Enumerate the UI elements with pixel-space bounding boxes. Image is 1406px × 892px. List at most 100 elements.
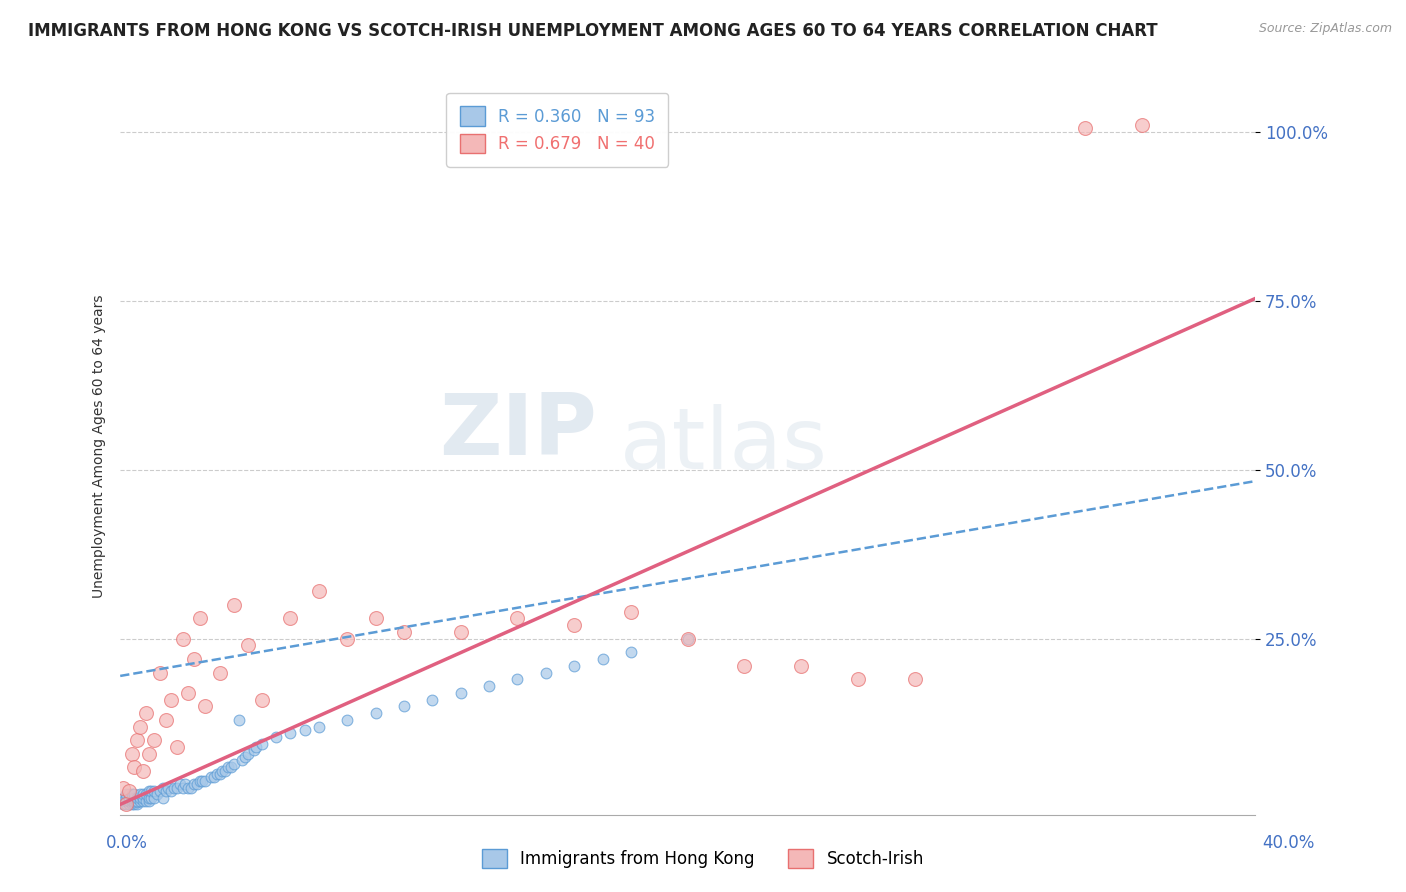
Point xyxy=(790,658,813,673)
Point xyxy=(135,787,157,801)
Point xyxy=(127,794,149,808)
Point xyxy=(121,794,143,808)
Point xyxy=(160,692,183,706)
Point xyxy=(135,706,157,720)
Point xyxy=(392,624,415,639)
Point xyxy=(177,780,200,795)
Point xyxy=(115,787,138,801)
Text: 40.0%: 40.0% xyxy=(1263,834,1315,852)
Point xyxy=(245,739,267,754)
Point xyxy=(124,792,146,806)
Point xyxy=(169,777,191,791)
Point xyxy=(124,794,146,808)
Point xyxy=(308,720,330,734)
Point xyxy=(112,790,135,805)
Text: Source: ZipAtlas.com: Source: ZipAtlas.com xyxy=(1258,22,1392,36)
Point xyxy=(132,787,155,801)
Point xyxy=(172,632,194,646)
Text: ZIP: ZIP xyxy=(439,390,596,473)
Point xyxy=(149,784,172,798)
Point xyxy=(194,773,217,788)
Point xyxy=(118,794,141,808)
Point xyxy=(163,780,186,795)
Point xyxy=(214,764,236,778)
Point xyxy=(1074,121,1097,136)
Point xyxy=(250,737,273,751)
Point xyxy=(280,611,302,625)
Point xyxy=(180,780,202,795)
Point xyxy=(205,767,228,781)
Point xyxy=(280,726,302,740)
Point xyxy=(118,790,141,805)
Point xyxy=(149,665,172,680)
Point xyxy=(208,665,231,680)
Point xyxy=(676,632,699,646)
Point xyxy=(138,794,160,808)
Point xyxy=(124,797,146,812)
Point xyxy=(127,790,149,805)
Point xyxy=(620,645,643,659)
Point xyxy=(236,747,259,761)
Point xyxy=(127,796,149,810)
Point xyxy=(222,598,245,612)
Point xyxy=(194,699,217,714)
Point xyxy=(146,787,169,801)
Point xyxy=(242,743,264,757)
Point xyxy=(118,784,141,798)
Point xyxy=(115,790,138,805)
Point xyxy=(129,790,152,805)
Point xyxy=(129,787,152,801)
Point xyxy=(364,706,387,720)
Point xyxy=(562,658,585,673)
Point xyxy=(534,665,557,680)
Point xyxy=(166,739,188,754)
Point xyxy=(188,773,211,788)
Point xyxy=(141,790,163,805)
Point xyxy=(676,632,699,646)
Point xyxy=(118,794,141,808)
Point xyxy=(450,686,472,700)
Point xyxy=(506,673,529,687)
Point xyxy=(450,624,472,639)
Point xyxy=(620,605,643,619)
Point xyxy=(188,611,211,625)
Point xyxy=(592,652,614,666)
Point xyxy=(132,764,155,778)
Point xyxy=(208,767,231,781)
Point xyxy=(124,760,146,774)
Point xyxy=(562,618,585,632)
Point xyxy=(118,797,141,812)
Text: 0.0%: 0.0% xyxy=(105,834,148,852)
Point xyxy=(129,720,152,734)
Point xyxy=(152,790,174,805)
Point xyxy=(112,794,135,808)
Point xyxy=(124,790,146,805)
Point xyxy=(160,784,183,798)
Point xyxy=(172,780,194,795)
Point xyxy=(228,713,250,727)
Point xyxy=(1130,118,1153,132)
Point xyxy=(336,713,359,727)
Point xyxy=(250,692,273,706)
Point xyxy=(186,777,208,791)
Point xyxy=(177,686,200,700)
Point xyxy=(143,784,166,798)
Point xyxy=(143,733,166,747)
Point xyxy=(127,797,149,812)
Point xyxy=(157,780,180,795)
Point xyxy=(124,787,146,801)
Point xyxy=(364,611,387,625)
Point xyxy=(152,780,174,795)
Point xyxy=(141,784,163,798)
Point xyxy=(219,760,242,774)
Point xyxy=(155,713,177,727)
Point xyxy=(392,699,415,714)
Point xyxy=(236,639,259,653)
Point xyxy=(166,780,188,795)
Point xyxy=(506,611,529,625)
Y-axis label: Unemployment Among Ages 60 to 64 years: Unemployment Among Ages 60 to 64 years xyxy=(93,294,107,598)
Point xyxy=(308,584,330,599)
Point xyxy=(264,730,287,744)
Point xyxy=(222,756,245,771)
Legend: R = 0.360   N = 93, R = 0.679   N = 40: R = 0.360 N = 93, R = 0.679 N = 40 xyxy=(446,93,668,167)
